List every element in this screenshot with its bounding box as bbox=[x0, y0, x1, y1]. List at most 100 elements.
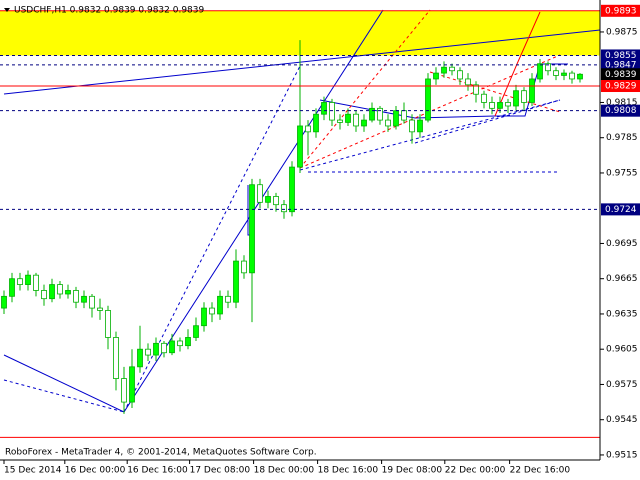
candle-body bbox=[9, 278, 15, 297]
level-label: 0.9847 bbox=[605, 60, 637, 70]
candle-body bbox=[305, 125, 311, 133]
candle-body bbox=[105, 310, 111, 338]
y-tick-label: 0.9755 bbox=[606, 168, 638, 178]
candle-body bbox=[465, 78, 471, 86]
trend-line bbox=[123, 65, 301, 413]
chart-title: USDCHF,H1 0.9832 0.9839 0.9832 0.9839 bbox=[14, 6, 204, 16]
candle-body bbox=[161, 342, 167, 354]
candle-body bbox=[193, 325, 199, 338]
candle-body bbox=[89, 295, 95, 309]
candle-body bbox=[17, 278, 23, 285]
candle-body bbox=[369, 107, 375, 121]
candle-body bbox=[265, 196, 271, 203]
y-tick-label: 0.9695 bbox=[606, 239, 638, 249]
candle-body bbox=[281, 204, 287, 213]
candle-body bbox=[569, 72, 575, 80]
candle-body bbox=[145, 348, 151, 356]
candle-body bbox=[313, 113, 319, 133]
candle-body bbox=[201, 307, 207, 327]
x-tick-label: 16 Dec 16:00 bbox=[127, 466, 188, 476]
candle-body bbox=[209, 307, 215, 315]
candle-body bbox=[289, 166, 295, 213]
candle-body bbox=[409, 119, 415, 133]
x-tick-label: 18 Dec 00:00 bbox=[254, 466, 315, 476]
candle-body bbox=[241, 260, 247, 274]
x-tick-label: 22 Dec 16:00 bbox=[510, 466, 571, 476]
candle-body bbox=[433, 72, 439, 80]
candle-body bbox=[185, 337, 191, 347]
candle-body bbox=[1, 295, 7, 309]
trend-line bbox=[299, 9, 431, 169]
candle-body bbox=[545, 63, 551, 72]
candle-body bbox=[41, 290, 47, 300]
candle-body bbox=[137, 348, 143, 368]
candle-body bbox=[177, 340, 183, 347]
candle-body bbox=[449, 66, 455, 72]
level-label: 0.9893 bbox=[605, 6, 637, 16]
candle-body bbox=[377, 107, 383, 121]
y-tick-label: 0.9605 bbox=[606, 345, 638, 355]
level-label-box bbox=[601, 68, 640, 81]
candle-body bbox=[353, 113, 359, 127]
candle-body bbox=[577, 73, 583, 80]
candle-body bbox=[337, 119, 343, 123]
candle-body bbox=[129, 366, 135, 403]
candle-body bbox=[257, 184, 263, 203]
candle-body bbox=[361, 119, 367, 127]
candle-body bbox=[457, 70, 463, 80]
level-label: 0.9724 bbox=[605, 205, 637, 215]
level-label: 0.9839 bbox=[605, 70, 637, 80]
menu-icon bbox=[4, 8, 10, 12]
plot-layer bbox=[0, 10, 600, 414]
candle-body bbox=[345, 113, 351, 123]
candle-body bbox=[385, 119, 391, 127]
level-label: 0.9855 bbox=[605, 51, 637, 61]
candle-body bbox=[481, 93, 487, 103]
candle-body bbox=[33, 274, 39, 291]
level-label-box bbox=[601, 203, 640, 216]
trend-line bbox=[494, 11, 541, 117]
x-tick-label: 16 Dec 00:00 bbox=[65, 466, 126, 476]
candle-body bbox=[329, 102, 335, 121]
trend-line bbox=[414, 99, 561, 144]
trend-line bbox=[429, 71, 561, 113]
candle-body bbox=[561, 72, 567, 76]
x-tick-label: 15 Dec 2014 bbox=[4, 466, 62, 476]
level-label: 0.9829 bbox=[605, 82, 637, 92]
candle-body bbox=[401, 110, 407, 121]
candle-body bbox=[49, 284, 55, 300]
trend-line bbox=[299, 99, 561, 171]
y-tick-label: 0.9875 bbox=[606, 27, 638, 37]
y-tick-label: 0.9815 bbox=[606, 98, 638, 108]
candle-body bbox=[553, 70, 559, 76]
trend-line bbox=[319, 63, 568, 119]
level-label: 0.9808 bbox=[605, 106, 637, 116]
candle-body bbox=[169, 340, 175, 354]
candle-body bbox=[529, 78, 535, 103]
candle-body bbox=[321, 102, 327, 115]
candle-body bbox=[113, 337, 119, 379]
axis-layer: 0.9875 0.9815 0.9785 0.9755 0.9695 0.9665 0.96… bbox=[3, 4, 640, 476]
x-tick-label: 17 Dec 08:00 bbox=[190, 466, 251, 476]
x-tick-label: 22 Dec 00:00 bbox=[445, 466, 506, 476]
candle-body bbox=[225, 295, 231, 303]
candle-body bbox=[153, 342, 159, 356]
y-tick-label: 0.9635 bbox=[606, 309, 638, 319]
footer: RoboForex - MetaTrader 4, © 2001-2014, M… bbox=[5, 448, 317, 458]
candle-body bbox=[425, 78, 431, 121]
candle-body bbox=[217, 295, 223, 315]
candle-body bbox=[81, 295, 87, 303]
candle-body bbox=[121, 378, 127, 403]
trend-line bbox=[299, 54, 561, 169]
candle-body bbox=[65, 290, 71, 295]
candle-body bbox=[249, 184, 255, 274]
y-tick-label: 0.9785 bbox=[606, 133, 638, 143]
trend-line bbox=[3, 29, 601, 95]
candle-body bbox=[473, 84, 479, 95]
level-label-box bbox=[601, 58, 640, 71]
candle-body bbox=[537, 63, 543, 80]
candle-body bbox=[25, 274, 31, 285]
candle-body bbox=[513, 90, 519, 107]
y-tick-label: 0.9575 bbox=[606, 380, 638, 390]
